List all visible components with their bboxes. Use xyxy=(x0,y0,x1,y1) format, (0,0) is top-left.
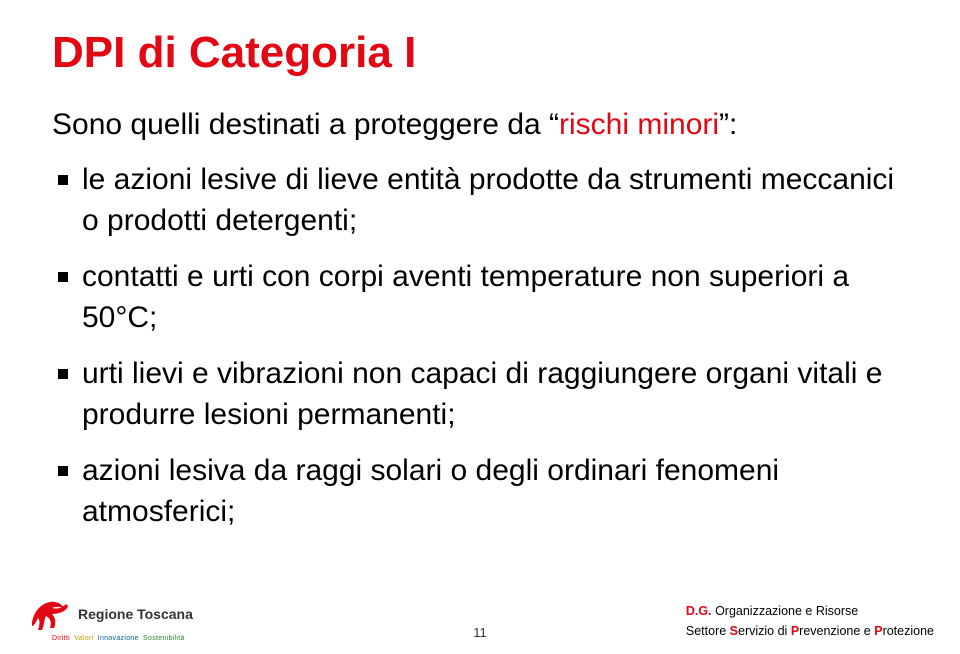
tagline-valori: Valori xyxy=(74,635,93,642)
footer-l2-a: Settore xyxy=(686,624,730,638)
slide-footer: Regione Toscana Diritti Valori Innovazio… xyxy=(0,584,960,642)
footer-l2-c: revenzione e xyxy=(799,624,874,638)
list-item: urti lievi e vibrazioni non capaci di ra… xyxy=(52,354,908,435)
footer-line1-rest: Organizzazione e Risorse xyxy=(712,604,859,618)
tagline-sostenibilita: Sostenibilità xyxy=(143,635,185,642)
bullet-list: le azioni lesive di lieve entità prodott… xyxy=(52,160,908,532)
subtitle-highlight: rischi minori xyxy=(559,108,719,141)
region-tagline: Diritti Valori Innovazione Sostenibilità xyxy=(52,635,187,642)
tagline-diritti: Diritti xyxy=(52,635,70,642)
footer-l2-p2: P xyxy=(874,624,882,638)
slide-title: DPI di Categoria I xyxy=(52,28,908,78)
footer-right: D.G. Organizzazione e Risorse Settore Se… xyxy=(686,603,934,640)
subtitle-post: ”: xyxy=(719,108,737,141)
subtitle-pre: Sono quelli destinati a proteggere da “ xyxy=(52,108,559,141)
pegasus-icon xyxy=(26,592,70,636)
page-number: 11 xyxy=(473,625,487,640)
footer-l2-d: rotezione xyxy=(883,624,934,638)
footer-l2-s: S xyxy=(730,624,738,638)
footer-l2-b: ervizio di xyxy=(738,624,791,638)
footer-l2-p1: P xyxy=(791,624,799,638)
footer-dg: D.G. xyxy=(686,604,712,618)
slide-subtitle: Sono quelli destinati a proteggere da “r… xyxy=(52,108,908,142)
slide: DPI di Categoria I Sono quelli destinati… xyxy=(0,0,960,654)
region-name: Regione Toscana xyxy=(78,607,193,621)
list-item: le azioni lesive di lieve entità prodott… xyxy=(52,160,908,241)
tagline-innovazione: Innovazione xyxy=(98,635,139,642)
list-item: azioni lesiva da raggi solari o degli or… xyxy=(52,451,908,532)
footer-line-2: Settore Servizio di Prevenzione e Protez… xyxy=(686,623,934,641)
region-logo-block: Regione Toscana Diritti Valori Innovazio… xyxy=(26,592,193,636)
footer-line-1: D.G. Organizzazione e Risorse xyxy=(686,603,934,621)
list-item: contatti e urti con corpi aventi tempera… xyxy=(52,257,908,338)
